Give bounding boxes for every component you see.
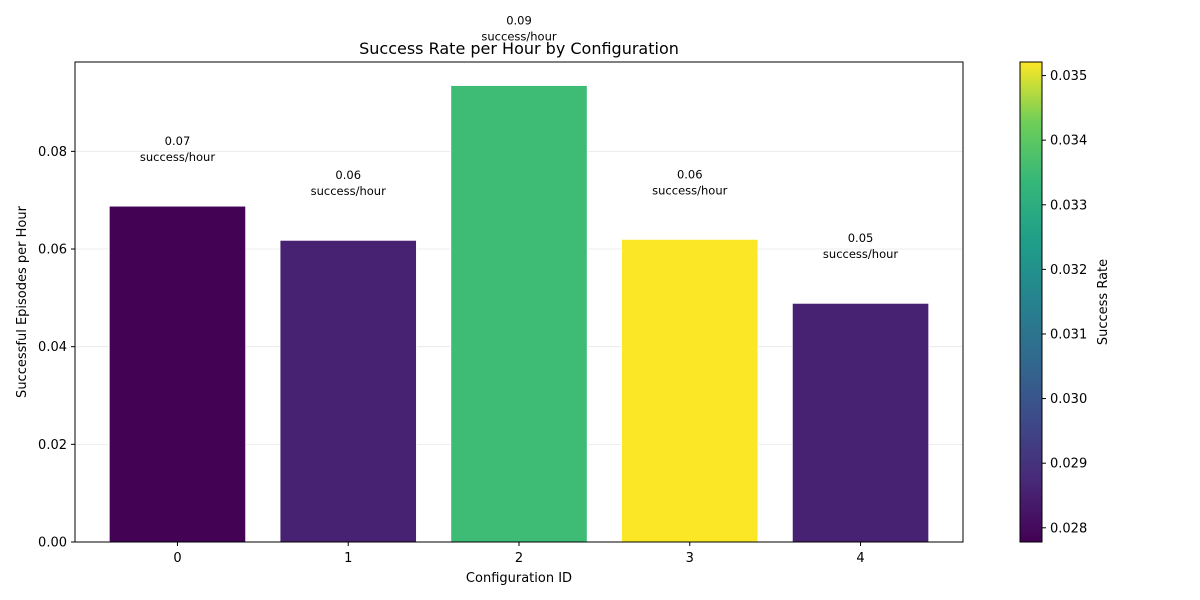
bar-value-label: success/hour: [311, 184, 386, 198]
bar: [108, 205, 247, 543]
y-tick-label: 0.04: [38, 340, 67, 355]
y-tick-label: 0.06: [38, 243, 67, 258]
x-tick-label: 4: [856, 551, 864, 566]
colorbar-tick-label: 0.031: [1050, 327, 1087, 342]
bar-value-label: success/hour: [481, 29, 556, 43]
bar-labels: 0.07 success/hour 0.06 success/hour 0.09 succ…: [140, 13, 899, 261]
colorbar-tick-label: 0.034: [1050, 134, 1087, 149]
x-axis-label: Configuration ID: [466, 571, 572, 586]
colorbar-tick-label: 0.033: [1050, 198, 1087, 213]
x-tick-label: 1: [344, 551, 352, 566]
x-tick-label: 0: [173, 551, 181, 566]
bar-value-label: 0.06: [335, 168, 361, 182]
bar-value-label: success/hour: [140, 150, 215, 164]
colorbar-tick-label: 0.035: [1050, 69, 1087, 84]
x-tick-label: 2: [515, 551, 523, 566]
bar-value-label: success/hour: [652, 183, 727, 197]
bars: [108, 84, 930, 543]
y-tick-label: 0.08: [38, 145, 67, 160]
y-axis-ticks: 0.00 0.02 0.04 0.06 0.08: [38, 145, 75, 551]
colorbar-label: Success Rate: [1096, 259, 1111, 345]
bar: [620, 238, 759, 543]
bar: [450, 84, 588, 543]
colorbar-tick-label: 0.032: [1050, 263, 1087, 278]
y-tick-label: 0.02: [38, 438, 67, 453]
colorbar-tick-label: 0.030: [1050, 392, 1087, 407]
bar-value-label: 0.06: [677, 167, 703, 181]
bar-value-label: 0.07: [165, 134, 191, 148]
x-tick-label: 3: [686, 551, 694, 566]
chart-title: Success Rate per Hour by Configuration: [359, 39, 679, 58]
bar-value-label: success/hour: [823, 247, 898, 261]
bar: [791, 302, 930, 543]
x-axis-ticks: 0 1 2 3 4: [173, 542, 865, 566]
bar-value-label: 0.09: [506, 13, 532, 27]
colorbar-tick-label: 0.029: [1050, 457, 1087, 472]
colorbar-ticks: 0.028 0.029 0.030 0.031 0.032 0.033 0.034 0.035: [1042, 69, 1087, 536]
y-axis-label: Successful Episodes per Hour: [15, 205, 30, 398]
bar-value-label: 0.05: [848, 231, 874, 245]
colorbar: [1019, 61, 1043, 543]
y-tick-label: 0.00: [38, 536, 67, 551]
colorbar-tick-label: 0.028: [1050, 521, 1087, 536]
bar: [279, 239, 418, 543]
